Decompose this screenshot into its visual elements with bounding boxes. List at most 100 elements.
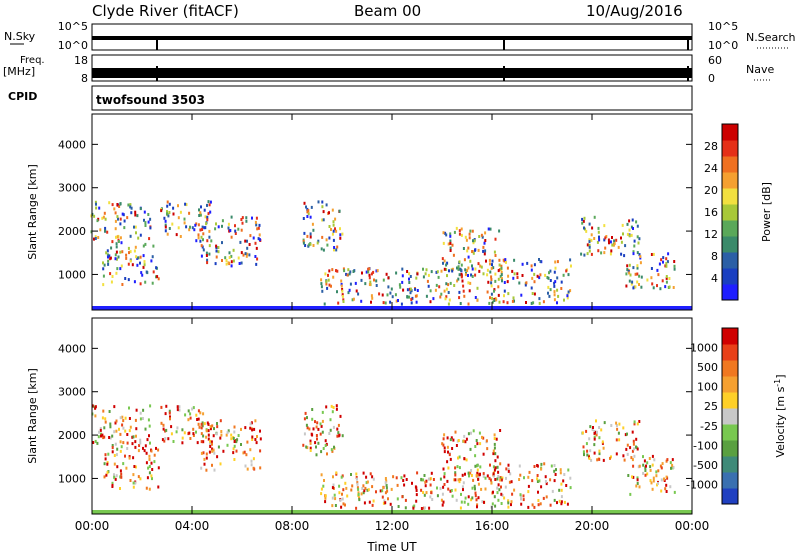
- echo-cell: [227, 429, 230, 433]
- colorbar-segment: [722, 188, 738, 205]
- echo-cell: [655, 470, 658, 474]
- echo-cell: [511, 492, 514, 496]
- echo-cell: [633, 447, 635, 451]
- echo-cell: [494, 452, 497, 456]
- nsearch-tick-top: 10^5: [708, 20, 738, 33]
- echo-cell: [126, 441, 129, 445]
- echo-cell: [513, 258, 516, 262]
- echo-cell: [165, 428, 168, 432]
- echo-cell: [317, 427, 320, 431]
- echo-cell: [598, 436, 601, 440]
- echo-cell: [362, 484, 365, 488]
- echo-cell: [660, 478, 663, 482]
- echo-cell: [464, 472, 466, 476]
- echo-cell: [392, 475, 395, 479]
- echo-cell: [510, 480, 513, 484]
- echo-cell: [104, 457, 107, 461]
- echo-cell: [479, 442, 482, 446]
- echo-cell: [469, 229, 472, 233]
- echo-cell: [334, 227, 336, 231]
- echo-cell: [246, 440, 249, 444]
- echo-cell: [475, 439, 478, 442]
- echo-cell: [628, 219, 631, 223]
- echo-cell: [103, 426, 106, 430]
- echo-cell: [453, 284, 456, 287]
- colorbar-tick-label: 25: [704, 400, 718, 413]
- echo-cell: [121, 212, 124, 216]
- echo-cell: [132, 456, 135, 460]
- echo-cell: [339, 227, 341, 231]
- echo-cell: [563, 298, 565, 302]
- echo-cell: [430, 471, 433, 475]
- echo-cell: [230, 264, 233, 268]
- echo-cell: [646, 278, 649, 282]
- x-tick-label: 00:00: [675, 519, 710, 533]
- echo-cell: [583, 226, 585, 230]
- echo-cell: [628, 228, 631, 232]
- echo-cell: [459, 478, 462, 481]
- echo-cell: [192, 432, 195, 436]
- echo-cell: [119, 217, 122, 221]
- echo-cell: [443, 475, 446, 479]
- echo-cell: [128, 456, 131, 460]
- echo-cell: [655, 474, 658, 478]
- echo-cell: [259, 437, 262, 441]
- echo-cell: [635, 437, 638, 441]
- echo-cell: [491, 300, 494, 304]
- echo-cell: [305, 205, 307, 209]
- echo-cell: [217, 225, 220, 229]
- echo-cell: [369, 280, 372, 284]
- echo-cell: [447, 487, 450, 491]
- velocity-panel: [91, 404, 692, 514]
- echo-cell: [643, 459, 646, 463]
- echo-cell: [228, 229, 231, 233]
- echo-cell: [357, 292, 360, 296]
- echo-cell: [141, 417, 144, 420]
- echo-cell: [341, 288, 344, 291]
- echo-cell: [256, 435, 258, 438]
- echo-cell: [199, 411, 202, 415]
- echo-cell: [456, 266, 458, 270]
- echo-cell: [429, 483, 432, 487]
- echo-cell: [634, 285, 637, 289]
- echo-cell: [192, 406, 195, 410]
- echo-cell: [391, 295, 394, 299]
- echo-cell: [487, 280, 490, 284]
- echo-cell: [338, 484, 341, 488]
- echo-cell: [420, 477, 423, 481]
- echo-cell: [200, 235, 203, 239]
- echo-cell: [209, 427, 212, 431]
- echo-cell: [560, 502, 563, 506]
- echo-cell: [107, 259, 110, 263]
- echo-cell: [371, 503, 374, 507]
- echo-cell: [202, 232, 205, 236]
- echo-cell: [513, 488, 516, 492]
- echo-cell: [474, 273, 477, 277]
- echo-cell: [99, 427, 102, 430]
- echo-cell: [103, 462, 106, 466]
- echo-cell: [166, 212, 168, 216]
- echo-cell: [237, 256, 240, 260]
- echo-cell: [411, 481, 413, 485]
- echo-cell: [590, 233, 593, 237]
- echo-cell: [165, 404, 168, 408]
- echo-cell: [381, 293, 384, 297]
- echo-cell: [553, 298, 556, 302]
- echo-cell: [185, 225, 188, 229]
- nave-label: Nave: [746, 63, 774, 76]
- echo-cell: [620, 236, 622, 240]
- nsky-tick-bottom: 10^0: [58, 39, 88, 52]
- echo-cell: [440, 498, 443, 502]
- echo-cell: [124, 416, 127, 420]
- echo-cell: [586, 243, 589, 247]
- echo-cell: [404, 498, 407, 502]
- echo-cell: [389, 291, 392, 295]
- echo-cell: [501, 476, 504, 480]
- echo-cell: [133, 249, 136, 253]
- echo-cell: [658, 262, 661, 266]
- echo-cell: [673, 490, 676, 494]
- echo-cell: [125, 253, 128, 257]
- echo-cell: [343, 269, 346, 273]
- echo-cell: [495, 437, 498, 441]
- echo-cell: [127, 203, 130, 207]
